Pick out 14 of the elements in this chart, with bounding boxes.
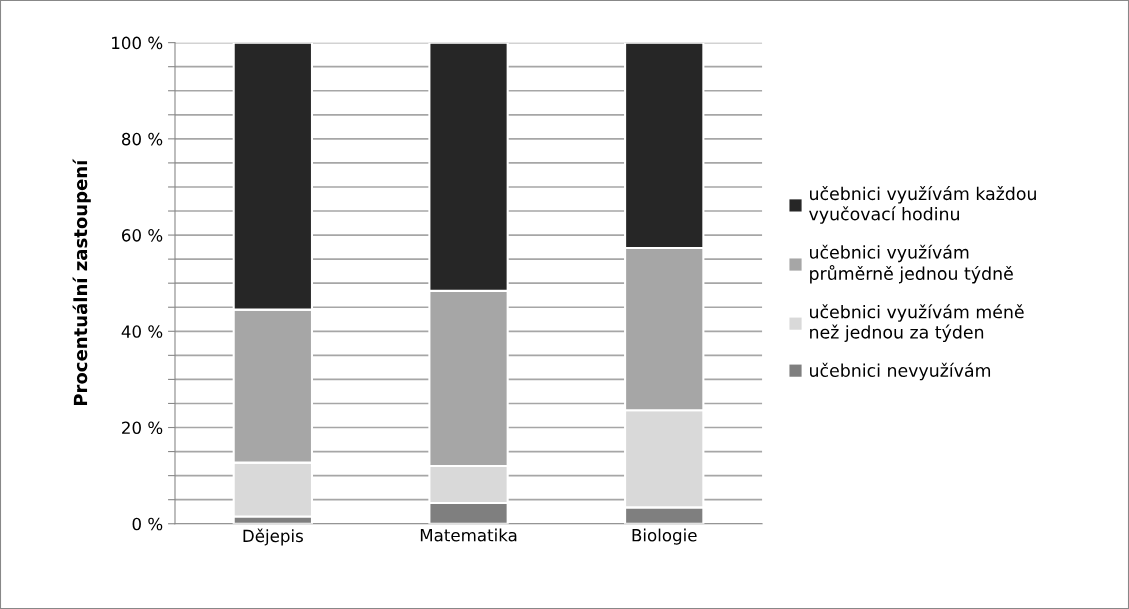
- legend-label: učebnici využívám průměrně jednou týdně: [810, 244, 1013, 284]
- y-tick-label: 40 %: [121, 325, 163, 338]
- x-tick-label: Dějepis: [243, 528, 303, 546]
- y-tick-label: 60 %: [122, 229, 163, 242]
- legend-label: učebnici využívám méně než jednou za týden: [810, 304, 1024, 343]
- y-tick-label: 100 %: [112, 36, 163, 50]
- x-tick-label: Biologie: [632, 528, 697, 545]
- legend-label: učebnici nevyužívám: [810, 362, 991, 381]
- legend-label: učebnici využívám každou vyučovací hodinu: [809, 186, 1036, 224]
- y-axis-title: Procentuální zastoupení: [72, 158, 91, 406]
- y-tick-label: 20 %: [122, 421, 163, 435]
- x-tick-label: Matematika: [420, 528, 517, 542]
- y-tick-label: 0 %: [132, 517, 163, 531]
- y-tick-label: 80 %: [121, 132, 163, 146]
